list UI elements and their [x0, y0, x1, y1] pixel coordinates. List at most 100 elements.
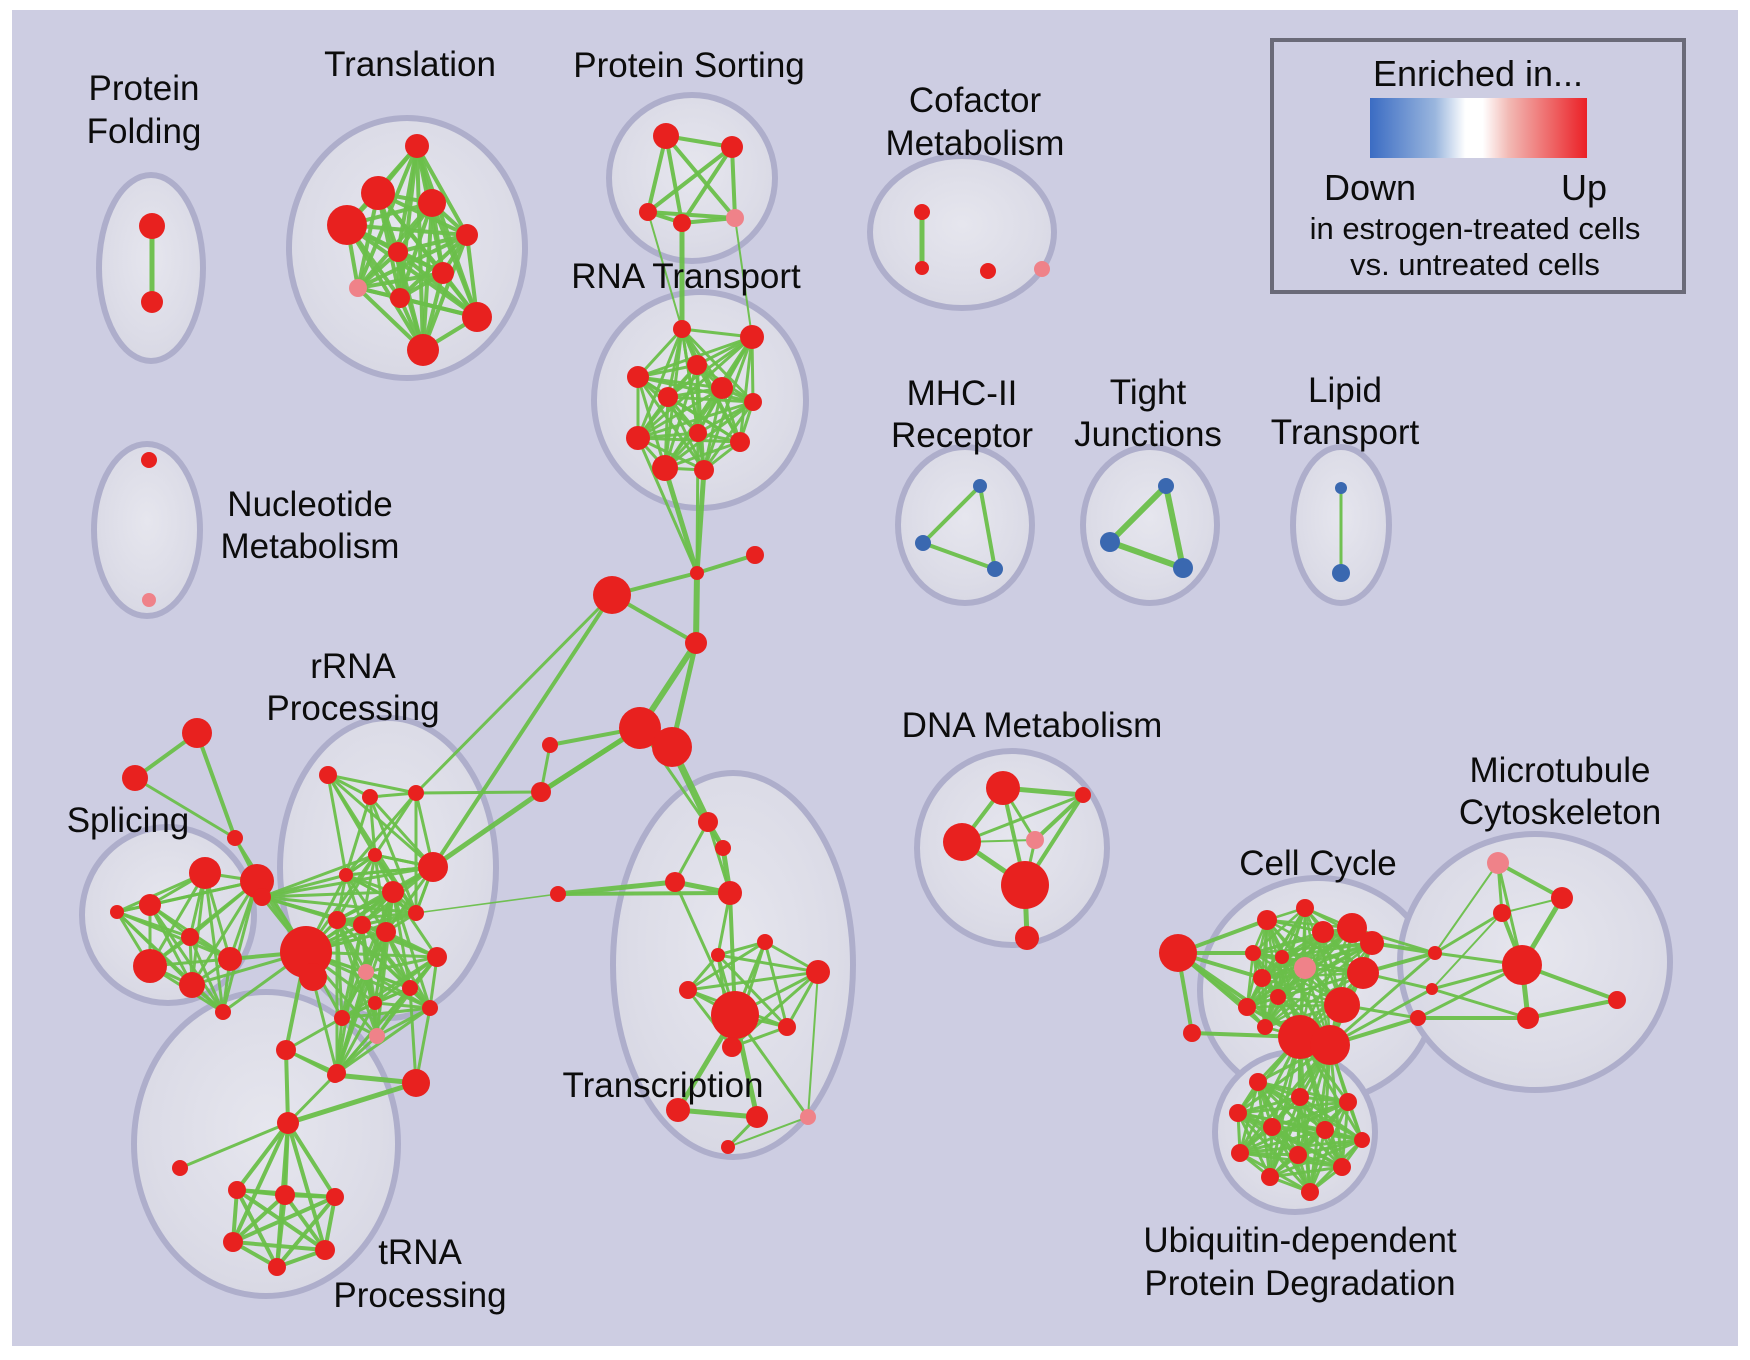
node-x3: [718, 881, 742, 905]
node-h4: [315, 1240, 335, 1260]
edge: [662, 465, 700, 576]
edge: [1107, 483, 1169, 545]
cluster-nucleotide-metabolism: [91, 441, 203, 619]
node-x14: [721, 1140, 735, 1154]
edge: [730, 145, 737, 220]
legend-up-label: Up: [1561, 167, 1607, 208]
node-u4: [1263, 1118, 1281, 1136]
edge: [673, 820, 710, 884]
node-h0: [228, 1181, 246, 1199]
node-r18: [369, 1028, 385, 1044]
legend-box: [1270, 38, 1686, 294]
edge: [1251, 906, 1307, 955]
edge: [680, 145, 734, 225]
node-cc9: [1337, 913, 1367, 943]
edge: [391, 890, 439, 959]
node-tj1: [1100, 532, 1120, 552]
edge: [415, 893, 559, 914]
node-r1: [362, 789, 378, 805]
node-d2: [943, 823, 981, 861]
node-nt8: [689, 424, 707, 442]
node-u11: [1301, 1183, 1319, 1201]
node-x6: [806, 960, 830, 984]
node-twA: [619, 707, 661, 749]
edge: [286, 1121, 327, 1252]
legend-gradient-bar: [1370, 98, 1587, 158]
edge: [231, 1193, 287, 1244]
node-r2: [408, 785, 424, 801]
node-r12: [427, 947, 447, 967]
edge: [375, 930, 388, 1038]
node-r8: [328, 911, 346, 929]
node-nt4: [711, 377, 733, 399]
node-u3: [1229, 1104, 1247, 1122]
edge: [1238, 1138, 1364, 1155]
edge: [260, 873, 348, 899]
edge: [1251, 926, 1354, 955]
node-mt4: [1608, 991, 1626, 1009]
edge: [1431, 912, 1503, 990]
cluster-label-nucleotide-metabolism-line2: Metabolism: [221, 527, 400, 566]
node-sp8: [215, 1004, 231, 1020]
node-mt1: [1551, 887, 1573, 909]
node-twB: [652, 727, 692, 767]
node-nt7: [626, 426, 650, 450]
edge: [384, 930, 432, 1010]
edge: [345, 223, 425, 352]
edge: [284, 1016, 344, 1052]
edge: [285, 1080, 419, 1126]
node-r11: [408, 905, 424, 921]
node-cc5: [1275, 950, 1289, 964]
edge: [1430, 987, 1530, 1020]
edge: [1176, 951, 1302, 1039]
edge: [396, 250, 479, 319]
node-d4: [1001, 861, 1049, 909]
node-jr: [746, 546, 764, 564]
node-x9: [778, 1018, 796, 1036]
node-nt10: [652, 455, 678, 481]
edge: [368, 795, 418, 915]
node-mt3: [1502, 945, 1542, 985]
node-d1: [1075, 787, 1091, 803]
cluster-label-protein-folding-line1: Protein: [89, 69, 200, 108]
node-sp7: [179, 972, 205, 998]
edge: [326, 773, 418, 795]
edge: [178, 1121, 290, 1170]
edge: [275, 1195, 337, 1269]
edge: [695, 431, 700, 575]
node-ls2: [531, 782, 551, 802]
node-sp0: [189, 857, 221, 889]
node-r9: [353, 916, 371, 934]
node-ps1: [721, 136, 743, 158]
edge: [364, 955, 439, 974]
cluster-label-cofactor-metabolism-line2: Metabolism: [886, 124, 1065, 163]
node-sp6: [133, 949, 167, 983]
node-cc13: [1270, 989, 1286, 1005]
node-r3: [368, 848, 382, 862]
node-u8: [1289, 1146, 1307, 1164]
node-r5: [339, 868, 353, 882]
node-d3: [1026, 831, 1044, 849]
node-nt11: [694, 460, 714, 480]
node-u1: [1291, 1088, 1309, 1106]
node-x7: [679, 981, 697, 999]
node-cc11: [1347, 957, 1379, 989]
edge: [340, 970, 368, 1020]
node-ps3: [673, 214, 691, 232]
node-cc10: [1360, 931, 1384, 955]
node-cc1: [1183, 1024, 1201, 1042]
edge: [231, 1121, 290, 1244]
node-h2: [326, 1188, 344, 1206]
node-nm1: [142, 593, 156, 607]
edge: [738, 335, 754, 444]
node-r6: [382, 881, 404, 903]
edge: [763, 940, 789, 1029]
node-sp3: [110, 905, 124, 919]
cluster-label-protein-sorting: Protein Sorting: [573, 46, 805, 85]
cluster-label-microtubule-cytoskeleton-line1: Microtubule: [1470, 751, 1651, 790]
node-cf3: [1034, 261, 1050, 277]
edge: [356, 271, 445, 290]
edge: [260, 890, 395, 899]
edge: [195, 731, 237, 840]
